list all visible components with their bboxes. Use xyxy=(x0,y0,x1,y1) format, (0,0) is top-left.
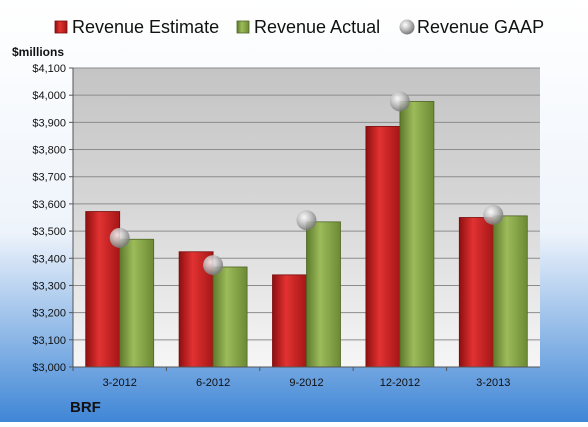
legend-swatch xyxy=(54,20,68,34)
marker-revenue-gaap xyxy=(483,204,504,225)
y-tick-label: $3,800 xyxy=(32,145,66,157)
x-tick-label: 3-2012 xyxy=(103,377,137,389)
x-tick-label: 9-2012 xyxy=(289,377,323,389)
y-tick-label: $3,200 xyxy=(32,308,66,320)
y-tick-label: $3,400 xyxy=(32,253,66,265)
marker-revenue-gaap xyxy=(296,210,317,231)
x-tick-label: 12-2012 xyxy=(380,377,420,389)
bar-revenue-actual xyxy=(119,238,155,368)
y-tick-label: $3,500 xyxy=(32,226,66,238)
unit-label: $millions xyxy=(12,45,64,59)
bar-revenue-actual xyxy=(492,215,528,368)
y-tick-label: $3,700 xyxy=(32,172,66,184)
y-tick-label: $3,900 xyxy=(32,117,66,129)
bar-revenue-estimate xyxy=(458,217,494,368)
company-label: BRF xyxy=(70,399,101,416)
legend-label: Revenue GAAP xyxy=(417,17,544,37)
legend-label: Revenue Estimate xyxy=(72,17,219,37)
y-tick-label: $3,300 xyxy=(32,280,66,292)
y-axis: $3,000 $3,100 $3,200 $3,300 $3,400 $3,500 $3,6… xyxy=(32,63,74,374)
gaap-markers xyxy=(109,91,504,276)
marker-revenue-gaap xyxy=(109,227,130,248)
x-tick-label: 3-2013 xyxy=(476,377,510,389)
y-tick-label: $3,000 xyxy=(32,362,66,374)
y-tick-label: $4,000 xyxy=(32,90,66,102)
legend-label: Revenue Actual xyxy=(254,17,380,37)
y-tick-label: $4,100 xyxy=(32,63,66,75)
bar-revenue-actual xyxy=(399,101,435,368)
x-axis: 3-2012 6-2012 9-2012 12-2012 3-2013 xyxy=(72,366,540,389)
y-tick-label: $3,100 xyxy=(32,335,66,347)
marker-revenue-gaap xyxy=(389,91,410,112)
legend-swatch xyxy=(236,20,250,34)
bars xyxy=(85,101,528,368)
bar-revenue-actual xyxy=(306,221,341,368)
y-tick-label: $3,600 xyxy=(32,199,66,211)
bar-revenue-actual xyxy=(212,266,248,368)
legend: Revenue Estimate Revenue Actual Revenue GA… xyxy=(54,17,544,37)
x-tick-label: 6-2012 xyxy=(196,377,230,389)
marker-revenue-gaap xyxy=(203,255,224,276)
legend-swatch xyxy=(399,19,415,35)
bar-revenue-estimate xyxy=(365,126,401,368)
bar-revenue-estimate xyxy=(272,274,307,368)
